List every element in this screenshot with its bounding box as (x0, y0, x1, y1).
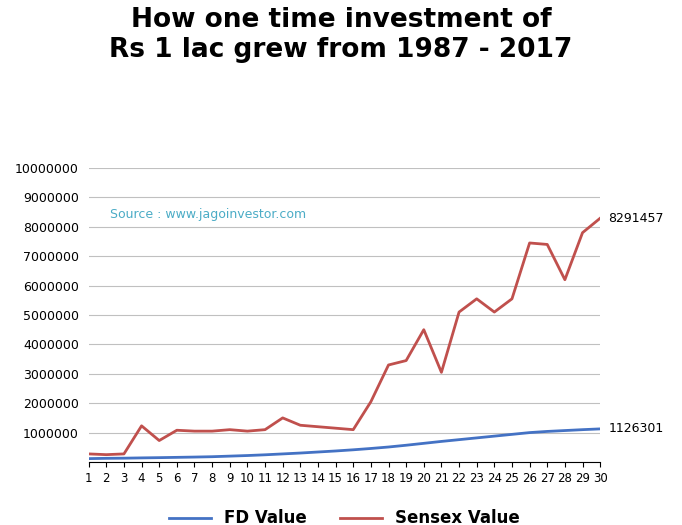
Sensex Value (331, 425, 340, 432)
Sensex Value (508, 296, 516, 302)
Sensex Value (173, 427, 181, 434)
Line: FD Value: FD Value (89, 429, 600, 459)
Sensex Value (208, 428, 216, 434)
Sensex Value (296, 422, 304, 428)
FD Value (367, 445, 375, 452)
FD Value (226, 453, 234, 459)
FD Value (596, 426, 604, 432)
FD Value (578, 426, 587, 433)
FD Value (561, 427, 569, 434)
Sensex Value (314, 424, 322, 430)
FD Value (261, 452, 269, 458)
Sensex Value (102, 452, 110, 458)
FD Value (314, 449, 322, 455)
Sensex Value (138, 423, 146, 429)
FD Value (155, 455, 163, 461)
Sensex Value (120, 451, 128, 457)
Sensex Value (385, 362, 393, 368)
FD Value (543, 428, 551, 435)
FD Value (349, 447, 357, 453)
Line: Sensex Value: Sensex Value (89, 218, 600, 455)
FD Value (508, 431, 516, 437)
Sensex Value (437, 369, 445, 375)
FD Value (102, 455, 110, 461)
Sensex Value (367, 398, 375, 405)
Text: 8291457: 8291457 (608, 212, 664, 225)
FD Value (437, 438, 445, 445)
FD Value (243, 453, 252, 459)
Sensex Value (243, 428, 252, 434)
FD Value (385, 444, 393, 450)
FD Value (526, 429, 534, 436)
FD Value (138, 455, 146, 461)
FD Value (331, 448, 340, 454)
Sensex Value (190, 428, 198, 434)
Sensex Value (578, 229, 587, 236)
Text: Source : www.jagoinvestor.com: Source : www.jagoinvestor.com (110, 208, 306, 220)
FD Value (208, 454, 216, 460)
Sensex Value (490, 309, 499, 315)
FD Value (278, 451, 286, 457)
FD Value (455, 436, 463, 443)
FD Value (402, 442, 411, 448)
Sensex Value (226, 426, 234, 433)
Sensex Value (402, 358, 411, 364)
Sensex Value (596, 215, 604, 222)
Sensex Value (155, 437, 163, 444)
FD Value (173, 454, 181, 460)
Sensex Value (543, 242, 551, 248)
FD Value (190, 454, 198, 460)
Legend: FD Value, Sensex Value: FD Value, Sensex Value (162, 502, 527, 525)
FD Value (85, 456, 93, 462)
FD Value (490, 433, 499, 439)
FD Value (473, 435, 481, 441)
Sensex Value (473, 296, 481, 302)
FD Value (296, 450, 304, 456)
Sensex Value (419, 327, 428, 333)
Sensex Value (85, 451, 93, 457)
Sensex Value (278, 415, 286, 421)
Sensex Value (261, 426, 269, 433)
Sensex Value (561, 277, 569, 283)
Text: 1126301: 1126301 (608, 423, 664, 435)
Sensex Value (455, 309, 463, 315)
FD Value (120, 455, 128, 461)
Text: How one time investment of
Rs 1 lac grew from 1987 - 2017: How one time investment of Rs 1 lac grew… (109, 7, 573, 63)
Sensex Value (349, 426, 357, 433)
Sensex Value (526, 240, 534, 246)
FD Value (419, 440, 428, 446)
